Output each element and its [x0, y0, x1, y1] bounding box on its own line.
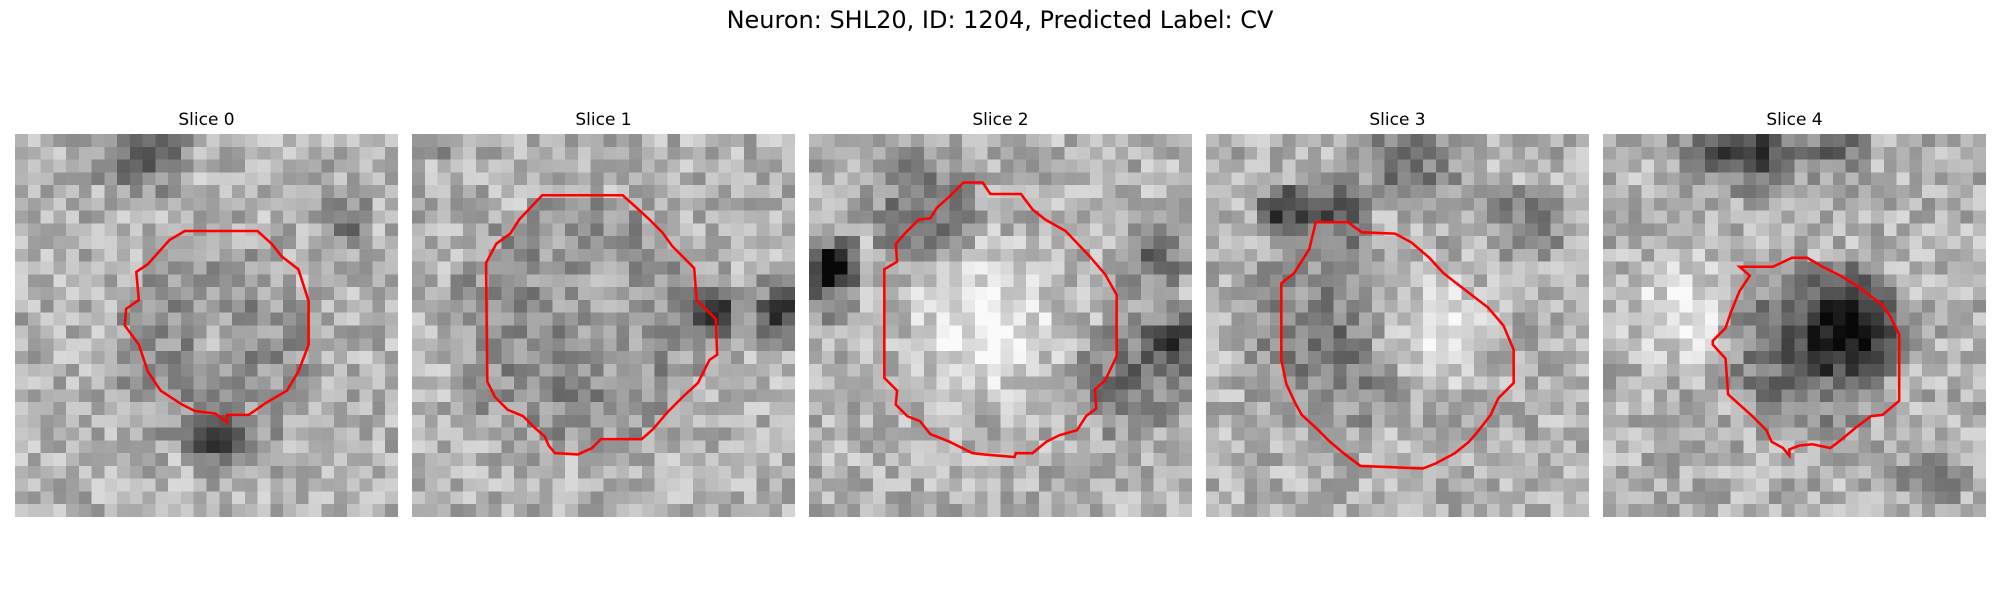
slice-title: Slice 0: [178, 110, 235, 130]
slice-title: Slice 1: [575, 110, 632, 130]
contour-outline: [484, 194, 719, 456]
slice-title: Slice 2: [972, 110, 1029, 130]
slice-panel-0: Slice 0: [15, 108, 398, 517]
contour-outline: [1711, 256, 1901, 460]
figure-title: Neuron: SHL20, ID: 1204, Predicted Label…: [726, 6, 1274, 34]
slice-title: Slice 3: [1369, 110, 1426, 130]
slice-image-0: [15, 134, 398, 517]
slice-image-1: [412, 134, 795, 517]
slice-image-3: [1206, 134, 1589, 517]
contour-outline: [883, 181, 1118, 459]
contour-outline: [123, 229, 310, 426]
slice-panel-1: Slice 1: [412, 108, 795, 517]
slice-panel-4: Slice 4: [1603, 108, 1986, 517]
slice-panel-3: Slice 3: [1206, 108, 1589, 517]
slice-image-2: [809, 134, 1192, 517]
contour-outline: [1280, 220, 1515, 470]
slice-title: Slice 4: [1766, 110, 1823, 130]
slice-panel-2: Slice 2: [809, 108, 1192, 517]
slice-image-4: [1603, 134, 1986, 517]
